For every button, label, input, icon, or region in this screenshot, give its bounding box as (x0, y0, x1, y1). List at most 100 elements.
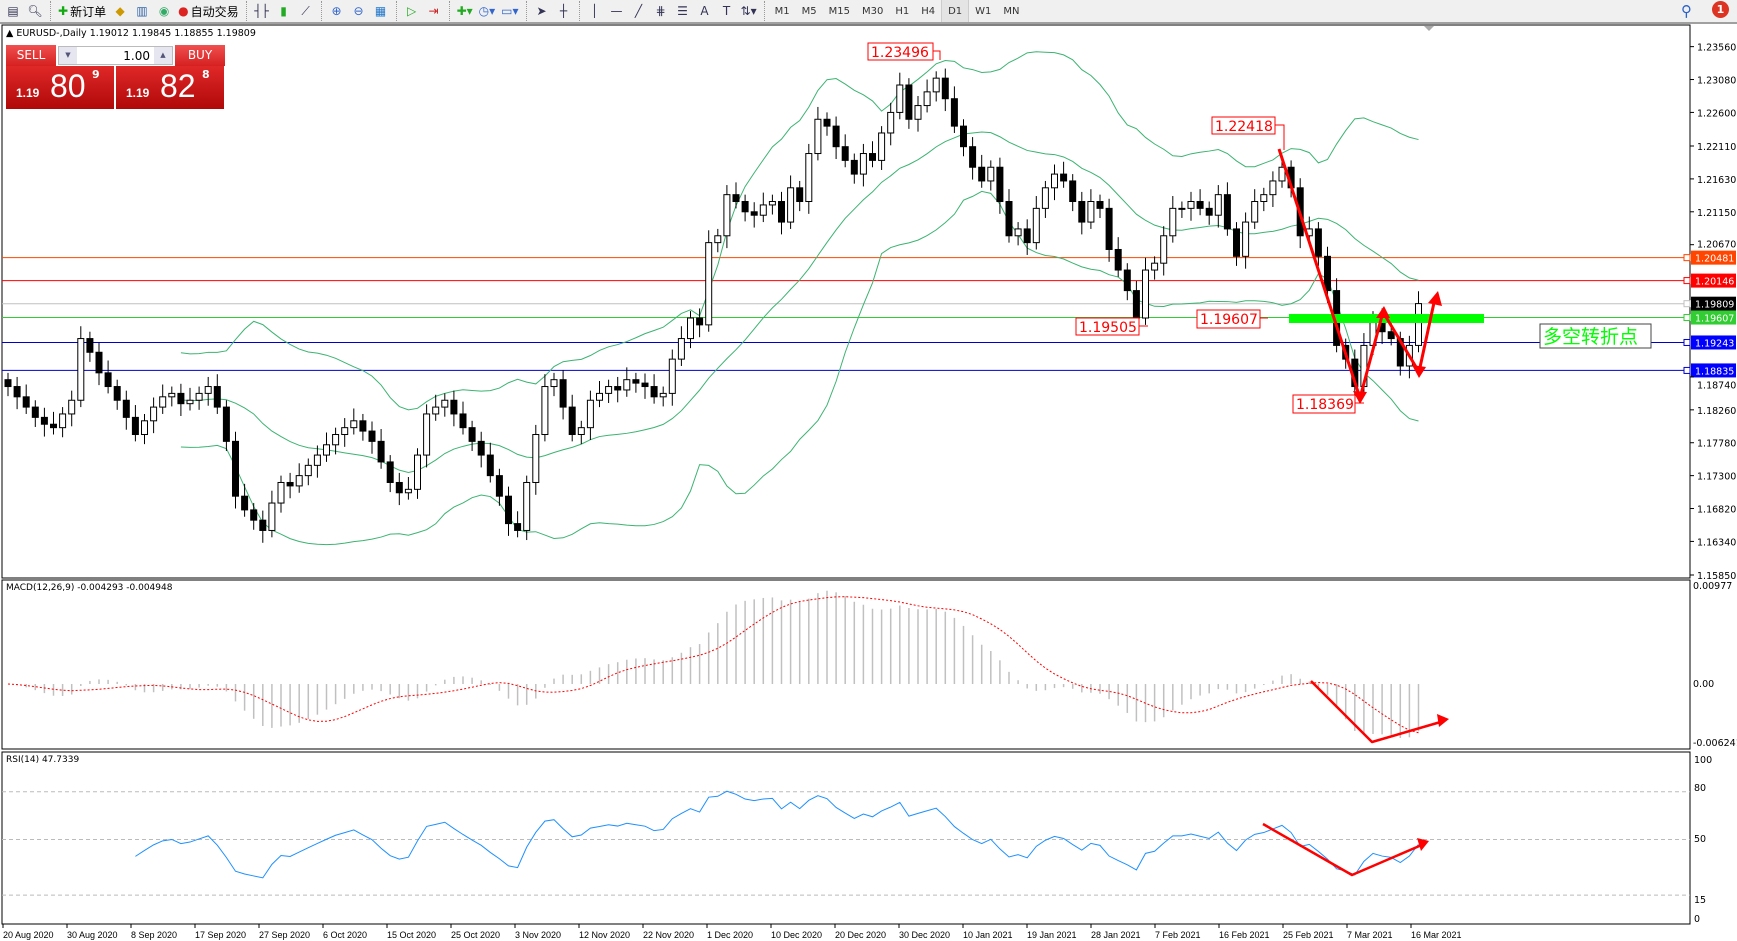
notification-badge[interactable]: 1 (1712, 1, 1729, 18)
timeframe-mn[interactable]: MN (1003, 5, 1020, 17)
bull-candle (295, 475, 303, 487)
line-chart-icon[interactable]: ⟋ (301, 3, 310, 18)
bull-candle (932, 77, 940, 93)
indicators-icon[interactable]: ✚▾ (456, 4, 473, 18)
price-axis-label: 1.22600 (1697, 108, 1736, 119)
level-handle (1683, 277, 1691, 285)
text-icon[interactable]: A (700, 4, 709, 18)
increase-lots-icon[interactable]: ▲ (154, 47, 172, 64)
timeframe-m5[interactable]: M5 (801, 5, 817, 17)
rsi-divergence-arrow[interactable] (1262, 822, 1425, 877)
timeframe-w1[interactable]: W1 (975, 5, 992, 17)
horizontal-line-icon[interactable]: — (610, 4, 623, 18)
timeframe-d1[interactable]: D1 (941, 0, 970, 22)
date-axis-label: 27 Sep 2020 (259, 930, 310, 940)
bar-chart-icon[interactable]: ┤├ (254, 4, 269, 18)
macd-axis-label: 0.00977 (1693, 581, 1732, 592)
price-axis-label: 1.21630 (1697, 175, 1736, 186)
buy-price-pips: 82 (160, 68, 196, 104)
vertical-line-icon[interactable]: │ (590, 4, 599, 18)
bull-candle (68, 399, 76, 415)
bear-candle (1078, 201, 1086, 223)
date-axis-label: 10 Dec 2020 (771, 930, 822, 940)
annotation-text: 多空转折点 (1543, 326, 1638, 348)
rsi-pane[interactable] (1, 751, 1691, 925)
bear-candle (13, 386, 21, 398)
lots-stepper[interactable]: ▼ 1.00 ▲ (58, 46, 173, 65)
sell-price[interactable]: 1.19 80 9 (6, 66, 114, 109)
auto-trading-button[interactable]: ● 自动交易 (178, 4, 239, 19)
bear-candle (359, 420, 367, 432)
timeframe-m30[interactable]: M30 (861, 5, 884, 17)
lots-input[interactable]: 1.00 (123, 48, 150, 63)
buy-price[interactable]: 1.19 82 8 (116, 66, 224, 109)
sell-button[interactable]: SELL (6, 45, 56, 66)
autoscroll-icon[interactable]: ⇥ (428, 4, 439, 18)
market-watch-icon[interactable]: ▤ (7, 4, 19, 18)
cursor-icon[interactable]: ➤ (536, 4, 547, 18)
toolbar-separator (448, 1, 450, 21)
templates-icon[interactable]: ▭▾ (501, 4, 519, 18)
bear-candle (1069, 180, 1077, 203)
price-label-jan-low[interactable]: 1.19505 (1075, 317, 1148, 336)
periods-icon[interactable]: ◷▾ (478, 4, 496, 18)
decrease-lots-icon[interactable]: ▼ (59, 47, 77, 64)
price-label-mar-low[interactable]: 1.18369 (1292, 394, 1364, 414)
date-axis-label: 20 Dec 2020 (835, 930, 886, 940)
timeframe-m1[interactable]: M1 (774, 5, 790, 17)
date-axis-label: 30 Aug 2020 (67, 930, 118, 940)
signal-icon[interactable]: ◉ (158, 4, 170, 18)
data-window-icon[interactable]: 🔍︎ (27, 4, 43, 18)
new-order-button[interactable]: ✚ 新订单 (58, 4, 107, 19)
fibonacci-icon[interactable]: ⋕ (655, 4, 666, 18)
bull-candle (1160, 235, 1168, 264)
timeframe-h1[interactable]: H1 (895, 5, 910, 17)
chart-shift-icon[interactable]: ▷ (406, 4, 417, 18)
trendline-icon[interactable]: ╱ (634, 4, 643, 18)
bull-candle (304, 464, 312, 477)
price-label-pivot[interactable]: 1.19607 (1196, 309, 1268, 329)
server-icon[interactable]: ▥ (136, 4, 148, 18)
price-axis-label: 1.17300 (1697, 472, 1736, 483)
date-axis-label: 30 Dec 2020 (899, 930, 950, 940)
price-tag (1691, 335, 1736, 350)
arrowhead-icon (1376, 306, 1390, 318)
bear-candle (850, 159, 858, 175)
price-axis-label: 1.18740 (1697, 380, 1736, 391)
macd-divergence-arrow[interactable] (1310, 680, 1445, 744)
bear-candle (40, 416, 48, 425)
candlestick-icon[interactable]: ▮ (280, 4, 287, 18)
bear-candle (368, 430, 376, 442)
price-label-feb-high[interactable]: 1.22418 (1211, 116, 1285, 150)
annotation-box[interactable] (1539, 323, 1652, 349)
bull-candle (341, 427, 349, 436)
rsi-line (135, 790, 1419, 879)
zoom-out-icon[interactable]: ⊖ (353, 4, 364, 18)
crosshair-icon[interactable]: ┼ (559, 4, 568, 18)
rsi-axis-label: 50 (1694, 834, 1706, 845)
tile-icon[interactable]: ▦ (374, 4, 387, 18)
chart-shift-marker[interactable] (1424, 26, 1434, 31)
timeframe-m15[interactable]: M15 (828, 5, 850, 17)
gold-icon[interactable]: ◆ (115, 4, 125, 18)
bull-candle (313, 454, 321, 466)
price-axis-label: 1.20670 (1697, 240, 1736, 251)
buy-button[interactable]: BUY (175, 45, 225, 66)
date-axis-label: 1 Dec 2020 (707, 930, 753, 940)
bear-candle (1387, 331, 1395, 340)
arrows-icon[interactable]: ⇅▾ (740, 4, 757, 18)
zoom-in-icon[interactable]: ⊕ (331, 4, 342, 18)
price-tag-text: 1.20481 (1695, 254, 1734, 265)
text-label-icon[interactable]: T (722, 4, 731, 18)
search-icon[interactable]: ⚲ (1681, 2, 1692, 20)
fibo-fan-icon[interactable]: ☰ (677, 4, 688, 18)
price-label-high[interactable]: 1.23496 (867, 42, 941, 61)
timeframe-h4[interactable]: H4 (921, 5, 936, 17)
bull-candle (532, 434, 540, 483)
bull-candle (1178, 207, 1186, 210)
price-axis-label: 1.17780 (1697, 439, 1736, 450)
bear-candle (696, 317, 704, 326)
bull-candle (914, 105, 922, 120)
toolbar-separator (395, 1, 397, 21)
